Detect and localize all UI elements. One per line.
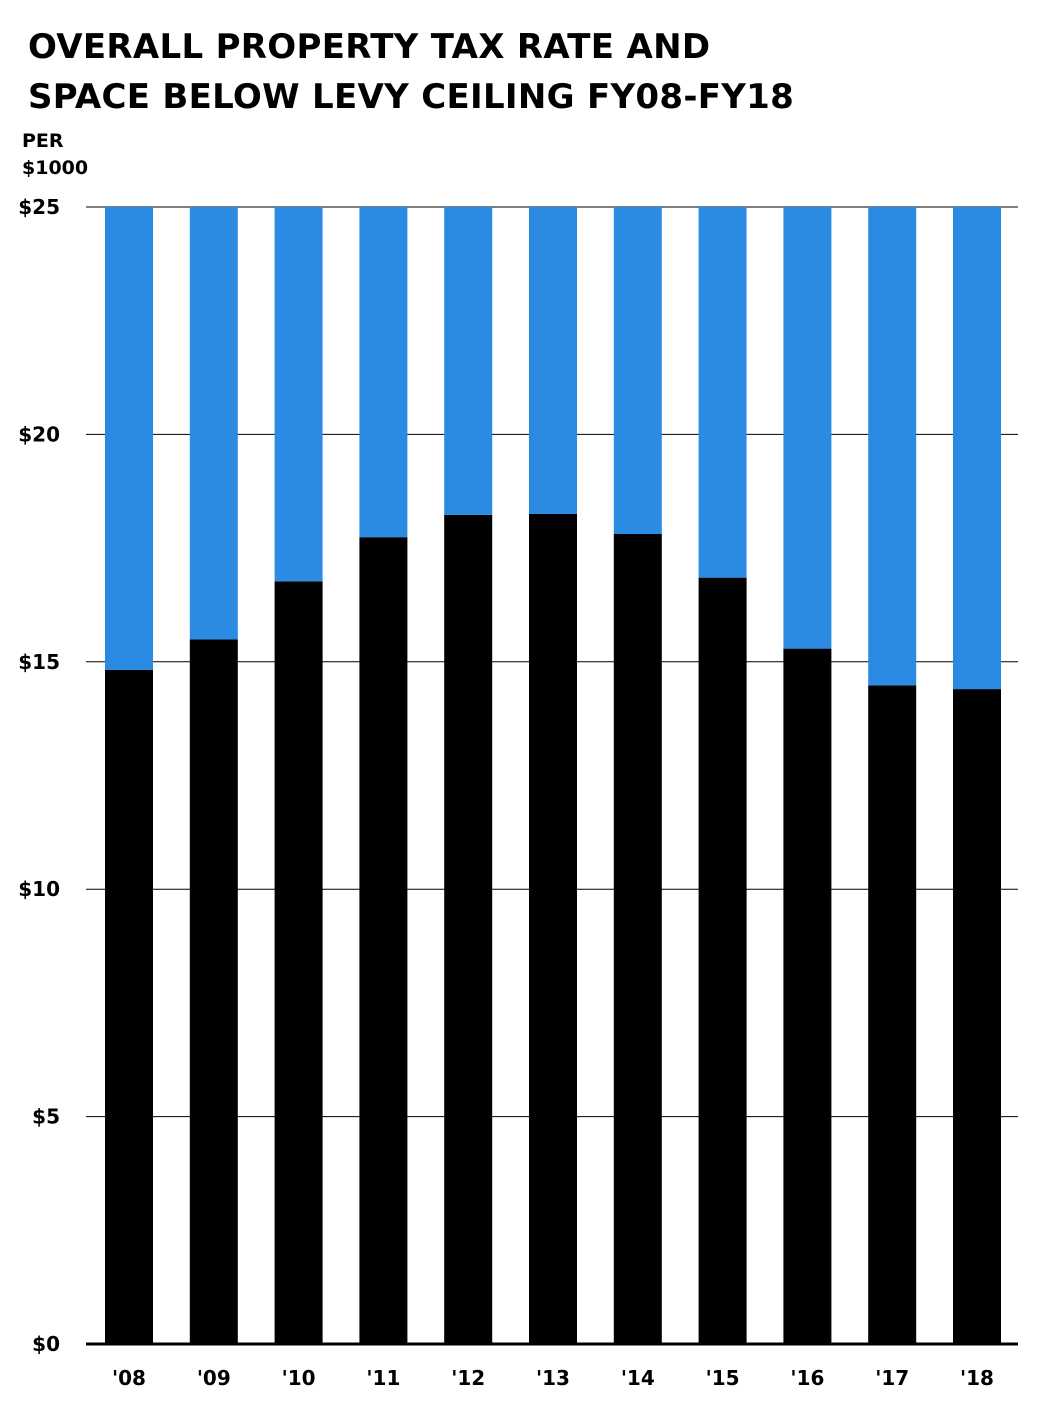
x-tick-label: '09 [197, 1366, 231, 1390]
axes: $0 $5 $10 $15 $20 $25 '08 '09 '10 '11 '12 '13 '14 '15… [18, 195, 1018, 1390]
bar-tax-rate [529, 513, 577, 1344]
x-tick-label: '08 [112, 1366, 146, 1390]
bar-space-below-ceiling [529, 207, 577, 514]
bar-tax-rate [444, 514, 493, 1344]
bar-tax-rate [274, 581, 323, 1344]
bar-space-below-ceiling [189, 207, 238, 640]
bars [105, 207, 1001, 1344]
bar-space-below-ceiling [953, 207, 1001, 690]
y-axis-unit-line-2: $1000 [22, 157, 88, 179]
chart-title-line-2: SPACE BELOW LEVY CEILING FY08-FY18 [28, 77, 795, 117]
y-tick-label: $25 [18, 195, 60, 219]
y-tick-label: $20 [18, 422, 60, 446]
x-tick-label: '14 [621, 1366, 655, 1390]
bar-tax-rate [359, 537, 408, 1344]
bar-tax-rate [698, 577, 747, 1344]
bar-space-below-ceiling [444, 207, 493, 515]
bar-tax-rate [105, 669, 153, 1344]
chart-title-line-1: OVERALL PROPERTY TAX RATE AND [28, 27, 711, 67]
x-tick-label: '10 [282, 1366, 316, 1390]
y-tick-label: $0 [32, 1332, 60, 1356]
bar-tax-rate [868, 685, 917, 1344]
bar-space-below-ceiling [359, 207, 408, 538]
bar-space-below-ceiling [868, 207, 917, 686]
bar-space-below-ceiling [274, 207, 323, 582]
bar-tax-rate [953, 689, 1001, 1344]
bar-tax-rate [783, 648, 832, 1344]
y-tick-label: $5 [32, 1105, 60, 1129]
y-tick-label: $15 [18, 650, 60, 674]
x-tick-label: '18 [960, 1366, 994, 1390]
bar-space-below-ceiling [783, 207, 832, 649]
x-tick-label: '11 [366, 1366, 400, 1390]
chart-title: OVERALL PROPERTY TAX RATE AND SPACE BELO… [28, 22, 1028, 122]
bar-tax-rate [613, 534, 662, 1344]
bar-space-below-ceiling [613, 207, 662, 535]
x-tick-label: '15 [706, 1366, 740, 1390]
x-tick-label: '16 [790, 1366, 824, 1390]
y-tick-label: $10 [18, 877, 60, 901]
x-tick-label: '17 [875, 1366, 909, 1390]
y-axis-unit-line-1: PER [22, 130, 64, 152]
x-tick-label: '12 [451, 1366, 485, 1390]
x-tick-label: '13 [536, 1366, 570, 1390]
bar-space-below-ceiling [698, 207, 747, 578]
bar-tax-rate [189, 639, 238, 1344]
bar-space-below-ceiling [105, 207, 153, 670]
